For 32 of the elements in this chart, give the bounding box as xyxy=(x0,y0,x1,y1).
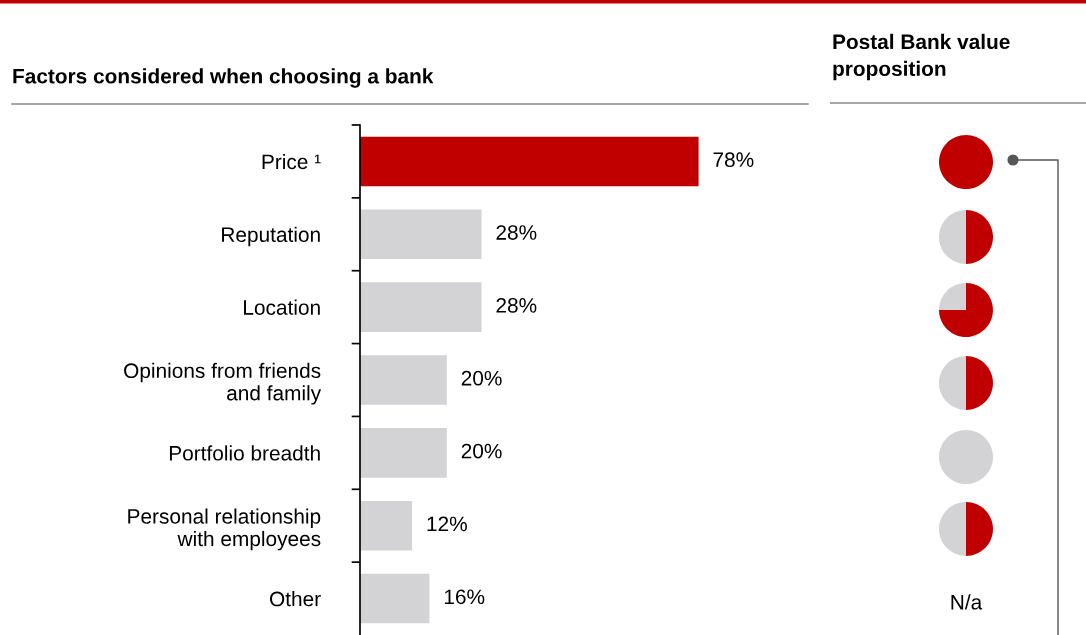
bar xyxy=(360,428,447,478)
pie-slice xyxy=(939,356,966,410)
data-label: 20% xyxy=(461,370,502,386)
pie-slice xyxy=(939,210,966,264)
pie-slice xyxy=(939,502,966,556)
y-tick-label: Other xyxy=(270,591,321,607)
pie-slice xyxy=(939,283,966,310)
data-label: 28% xyxy=(496,225,537,240)
data-label: 12% xyxy=(427,516,467,532)
bar xyxy=(360,355,447,405)
bar xyxy=(360,282,482,332)
y-tick-label: Price ¹ xyxy=(262,153,321,170)
text: N/a xyxy=(951,594,983,610)
y-tick-label: Opinions from friends and family xyxy=(124,362,322,405)
y-tick-label: Portfolio breadth xyxy=(169,445,320,461)
pie-slice xyxy=(966,356,993,410)
data-label: 78% xyxy=(713,152,754,168)
bar xyxy=(360,209,482,260)
y-tick-label: Personal relationship with employees xyxy=(128,508,321,551)
data-label: 28% xyxy=(496,297,537,313)
pie-slice xyxy=(966,210,993,264)
y-tick-label: Reputation xyxy=(222,226,320,247)
pie-slice xyxy=(966,502,993,556)
y-tick-label: Location xyxy=(244,299,320,315)
text: Postal Bank value proposition xyxy=(833,33,1010,81)
pie-slice xyxy=(939,283,993,337)
bar xyxy=(360,136,699,187)
chart-title: Factors considered when choosing a bank xyxy=(13,68,434,88)
data-label: 16% xyxy=(444,589,485,605)
bar xyxy=(360,573,430,624)
data-label: 20% xyxy=(461,443,502,459)
bar xyxy=(360,500,413,551)
